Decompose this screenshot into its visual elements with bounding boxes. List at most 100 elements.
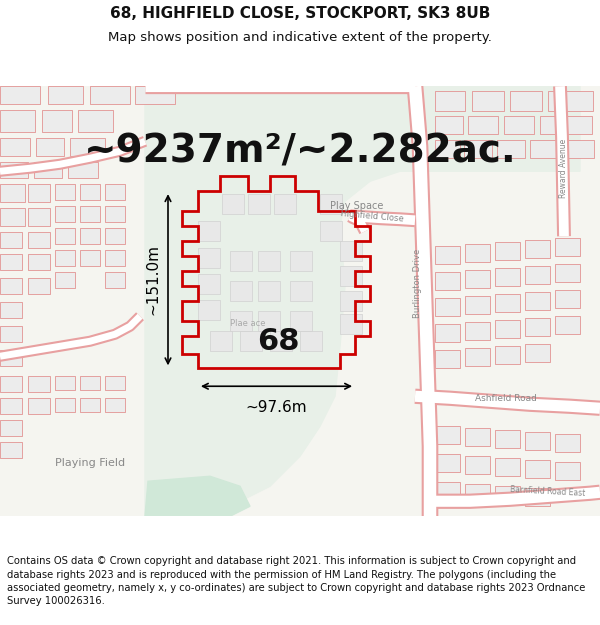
Bar — [525, 318, 550, 336]
Bar — [28, 376, 50, 392]
Bar — [105, 272, 125, 288]
Bar — [240, 331, 262, 351]
Bar — [504, 116, 534, 134]
Bar — [320, 221, 342, 241]
Bar — [495, 486, 520, 504]
Bar — [525, 240, 550, 258]
Bar — [70, 138, 105, 156]
Bar — [340, 266, 362, 286]
Bar — [198, 274, 220, 294]
Bar — [495, 294, 520, 312]
Bar — [258, 281, 280, 301]
Text: Reward Avenue: Reward Avenue — [559, 139, 568, 198]
Text: Plaе ace: Plaе ace — [230, 319, 266, 328]
Bar — [28, 398, 50, 414]
Bar — [320, 194, 342, 214]
Bar — [495, 242, 520, 260]
Bar — [525, 344, 550, 362]
Bar — [230, 251, 252, 271]
Bar — [435, 324, 460, 342]
Text: ~9237m²/~2.282ac.: ~9237m²/~2.282ac. — [83, 132, 517, 170]
Bar — [28, 232, 50, 248]
Bar — [435, 91, 465, 111]
Bar — [0, 350, 22, 366]
Bar — [0, 420, 22, 436]
Bar — [0, 232, 22, 248]
Bar — [135, 86, 175, 104]
Bar — [80, 398, 100, 412]
Bar — [300, 331, 322, 351]
Bar — [465, 428, 490, 446]
Text: 68: 68 — [257, 327, 299, 356]
Bar — [435, 116, 463, 134]
Bar — [495, 430, 520, 448]
Bar — [525, 266, 550, 284]
Bar — [80, 376, 100, 390]
Bar — [80, 206, 100, 222]
Bar — [465, 244, 490, 262]
Bar — [465, 456, 490, 474]
Bar — [274, 194, 296, 214]
Bar — [540, 116, 592, 134]
Bar — [55, 250, 75, 266]
Bar — [465, 322, 490, 340]
Bar — [555, 434, 580, 452]
Bar — [548, 91, 593, 111]
Bar — [435, 298, 460, 316]
Bar — [68, 162, 98, 178]
Bar — [105, 376, 125, 390]
Bar — [0, 398, 22, 414]
Polygon shape — [145, 86, 580, 516]
Bar — [222, 194, 244, 214]
Bar — [270, 331, 292, 351]
Text: Barnfield Road East: Barnfield Road East — [510, 486, 586, 498]
Bar — [340, 241, 362, 261]
Bar — [230, 311, 252, 331]
Bar — [495, 458, 520, 476]
Bar — [198, 300, 220, 320]
Bar — [198, 248, 220, 268]
Bar — [210, 331, 232, 351]
Bar — [340, 314, 362, 334]
Bar — [525, 432, 550, 450]
Bar — [465, 348, 490, 366]
Bar — [105, 228, 125, 244]
Bar — [80, 184, 100, 200]
Text: Highfiеld Close: Highfiеld Close — [340, 209, 404, 223]
Bar — [230, 281, 252, 301]
Bar — [555, 238, 580, 256]
Bar — [435, 482, 460, 500]
Bar — [42, 110, 72, 132]
Text: Play Space: Play Space — [330, 201, 383, 211]
Bar — [0, 86, 40, 104]
Bar — [28, 278, 50, 294]
Bar — [0, 208, 25, 226]
Bar — [497, 140, 525, 158]
Bar — [0, 254, 22, 270]
Bar — [248, 194, 270, 214]
Bar — [525, 292, 550, 310]
Bar — [525, 488, 550, 506]
Bar — [198, 221, 220, 241]
Bar — [55, 398, 75, 412]
Text: Burlington Drive: Burlington Drive — [413, 249, 422, 318]
Text: Playing Field: Playing Field — [55, 458, 125, 468]
Bar — [472, 91, 504, 111]
Text: ~97.6m: ~97.6m — [245, 400, 307, 415]
Bar — [495, 268, 520, 286]
Bar — [0, 326, 22, 342]
Bar — [555, 462, 580, 480]
Bar — [495, 320, 520, 338]
Text: Map shows position and indicative extent of the property.: Map shows position and indicative extent… — [108, 31, 492, 44]
Bar — [468, 116, 498, 134]
Bar — [0, 162, 28, 178]
Bar — [290, 311, 312, 331]
Bar — [464, 140, 492, 158]
Bar — [0, 442, 22, 458]
Bar — [105, 184, 125, 200]
Bar — [90, 86, 130, 104]
Bar — [34, 162, 62, 178]
Bar — [435, 246, 460, 264]
Bar — [55, 184, 75, 200]
Bar — [435, 272, 460, 290]
